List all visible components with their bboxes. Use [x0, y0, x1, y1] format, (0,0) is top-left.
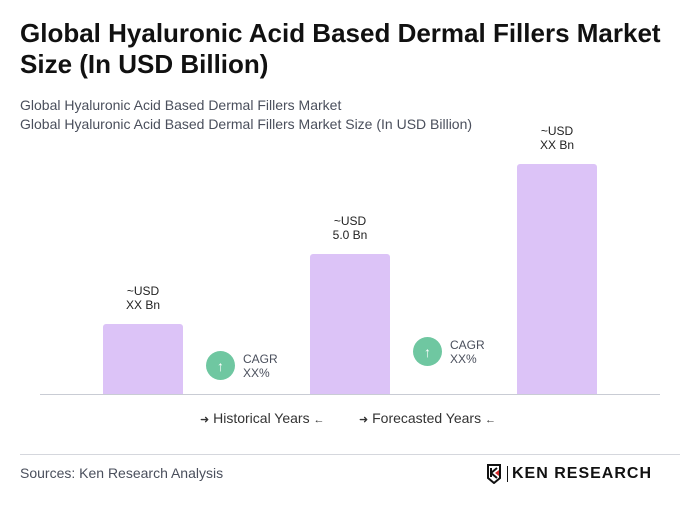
legend-forecasted: ➜ Forecasted Years ← — [359, 410, 496, 426]
logo-text: KEN RESEARCH — [512, 465, 653, 482]
data-label-line2: XX Bn — [539, 138, 575, 153]
sources-text: Sources: Ken Research Analysis — [20, 465, 224, 481]
cagr-label: CAGR — [450, 337, 485, 352]
arrow-up-icon: ↑ — [206, 351, 235, 380]
data-label-line1: ~USD — [333, 214, 367, 228]
arrow-left-icon: ← — [313, 414, 325, 426]
subtitle-2: Global Hyaluronic Acid Based Dermal Fill… — [20, 116, 473, 132]
data-label-line1: ~USD — [540, 124, 574, 139]
bar-1 — [103, 324, 183, 394]
legend-label: Forecasted Years — [372, 410, 482, 426]
bar-3 — [517, 164, 597, 394]
subtitle-1: Global Hyaluronic Acid Based Dermal Fill… — [20, 97, 342, 113]
bar-data-label: ~USD 5.0 Bn — [290, 214, 410, 242]
x-axis — [40, 394, 660, 395]
cagr-annotation-2: ↑ CAGR XX% — [413, 337, 485, 366]
data-label-line2: 5.0 Bn — [332, 228, 368, 242]
cagr-annotation-1: ↑ CAGR XX% — [206, 351, 278, 380]
bar-data-label: ~USD XX Bn — [497, 124, 617, 152]
chart-title: Global Hyaluronic Acid Based Dermal Fill… — [20, 18, 661, 79]
footer-divider — [20, 454, 680, 455]
data-label-line1: ~USD — [126, 284, 160, 298]
arrow-right-icon: ➜ — [359, 414, 369, 426]
ken-shield-icon — [487, 464, 501, 484]
cagr-value: XX% — [243, 365, 270, 380]
cagr-value: XX% — [450, 351, 477, 366]
arrow-left-icon: ← — [484, 414, 496, 426]
cagr-label: CAGR — [243, 351, 278, 366]
bar-2 — [310, 254, 390, 394]
data-label-line2: XX Bn — [125, 298, 161, 312]
ken-research-logo: KEN RESEARCH — [486, 464, 652, 484]
legend-label: Historical Years — [213, 410, 310, 426]
legend-historical: ➜ Historical Years ← — [200, 410, 325, 426]
arrow-right-icon: ➜ — [200, 414, 210, 426]
arrow-up-icon: ↑ — [413, 337, 442, 366]
bar-data-label: ~USD XX Bn — [83, 284, 203, 312]
